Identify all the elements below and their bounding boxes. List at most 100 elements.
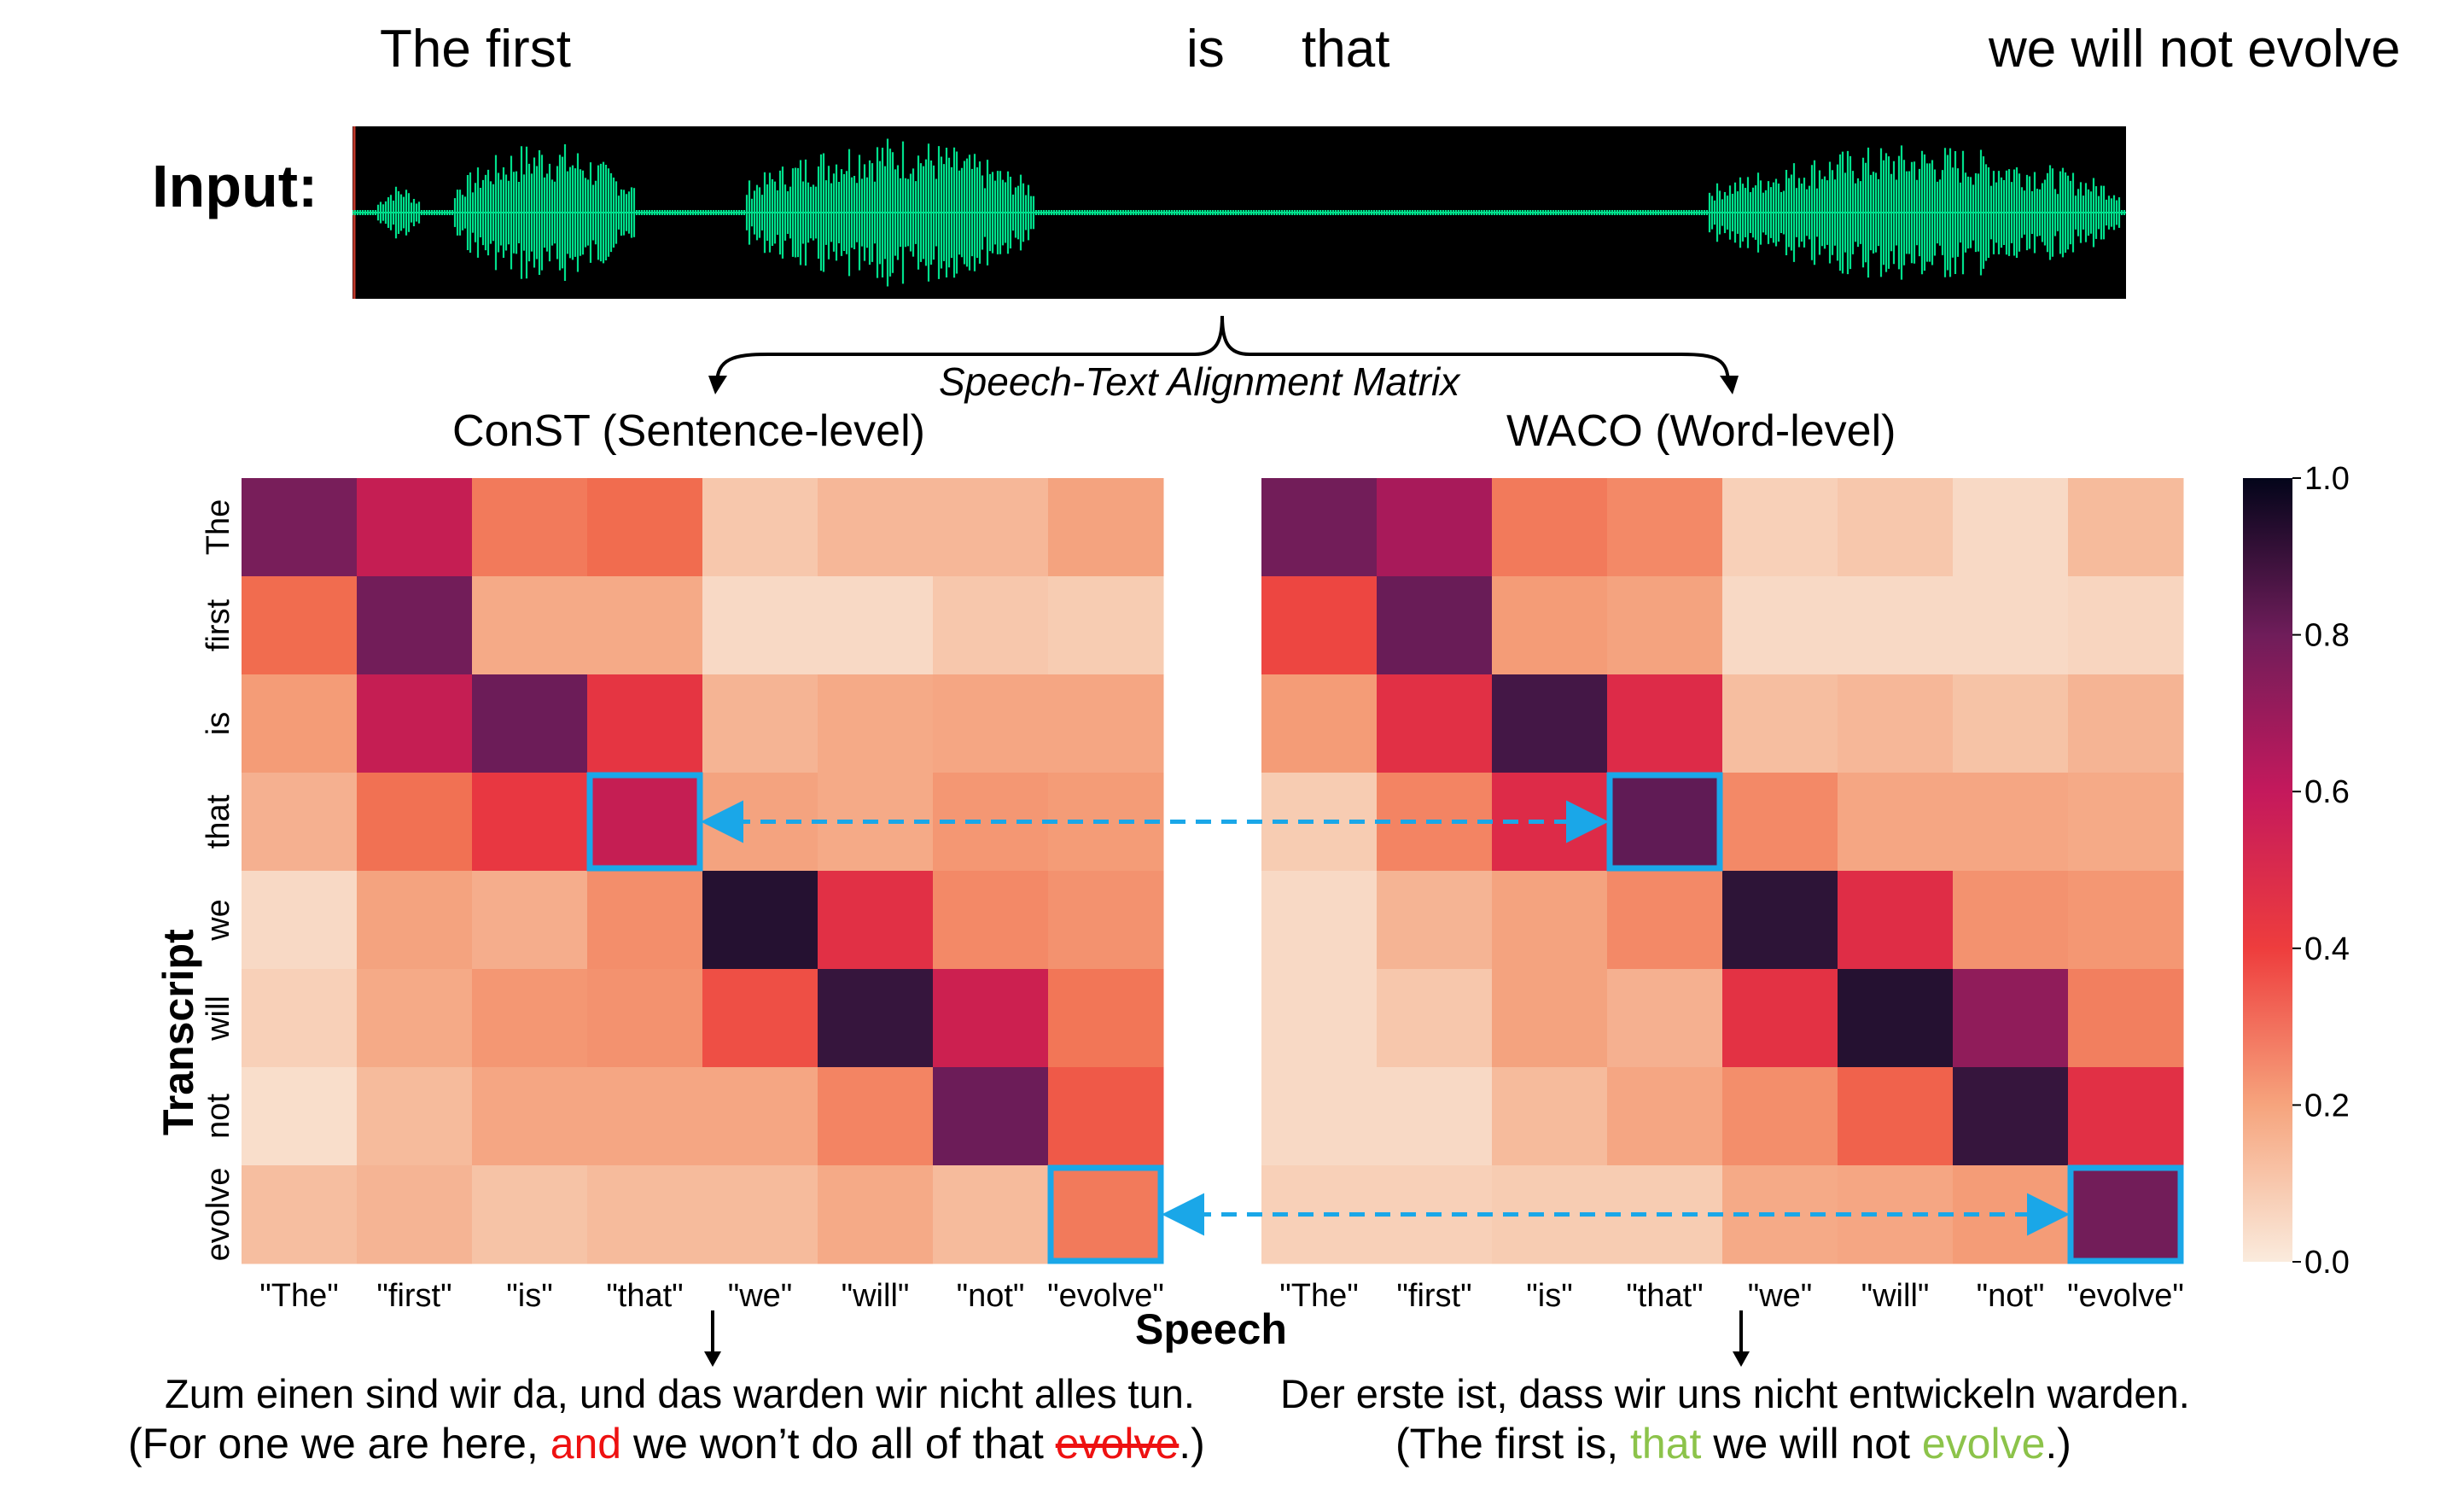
heatmap-cell	[702, 1067, 818, 1166]
heatmap-cell	[818, 478, 934, 577]
heatmap-cell	[472, 773, 588, 872]
const-title: ConST (Sentence-level)	[452, 406, 925, 456]
waco-en-green-that: that	[1630, 1420, 1702, 1468]
heatmap-cell	[1607, 871, 1723, 970]
heatmap-cell	[587, 1165, 703, 1264]
y-tick-label: first	[201, 598, 236, 651]
heatmap-cell	[1607, 674, 1723, 773]
heatmap-cell	[242, 1067, 358, 1166]
heatmap-cell	[242, 871, 358, 970]
heatmap-cell	[1953, 773, 2069, 872]
heatmap-cell	[1607, 969, 1723, 1068]
heatmap-cell	[1048, 674, 1164, 773]
heatmap-cell	[933, 1067, 1049, 1166]
heatmap-cell	[357, 674, 473, 773]
y-tick-label: we	[201, 899, 236, 942]
highlight-box	[1606, 772, 1723, 872]
heatmap-cell	[933, 969, 1049, 1068]
highlight-box	[586, 772, 703, 872]
heatmap-cell	[1048, 871, 1164, 970]
y-tick-label: will	[201, 995, 236, 1042]
heatmap-cell	[1492, 576, 1608, 675]
heatmap-cell	[357, 478, 473, 577]
heatmap-cell	[1607, 773, 1723, 872]
x-tick-label: "not"	[1977, 1278, 2045, 1314]
heatmap-cell	[2068, 773, 2184, 872]
heatmap-cell	[242, 969, 358, 1068]
heatmap-cell	[1838, 576, 1954, 675]
heatmap-cell	[702, 576, 818, 675]
heatmap-cell	[1953, 674, 2069, 773]
heatmap-cell	[587, 1067, 703, 1166]
heatmap-cell	[1722, 478, 1838, 577]
heatmap-cell	[1048, 1165, 1164, 1264]
heatmap-cell	[587, 773, 703, 872]
heatmap-cell	[1838, 773, 1954, 872]
heatmap-cell	[1722, 969, 1838, 1068]
heatmap-cell	[1492, 478, 1608, 577]
heatmap-cell	[1048, 969, 1164, 1068]
x-tick-label: "we"	[728, 1278, 793, 1314]
heatmap-cell	[933, 478, 1049, 577]
heatmap-cell	[1377, 674, 1493, 773]
heatmap-cell	[1377, 1067, 1493, 1166]
heatmap-cell	[357, 1165, 473, 1264]
heatmap-cell	[818, 1067, 934, 1166]
const-heatmap: "The" "first" "is" "that" "we" "will" "not" "ev…	[201, 478, 1164, 1314]
waco-en-post: .)	[2045, 1420, 2071, 1468]
colorbar-tick-label: 0.6	[2304, 774, 2350, 810]
waco-en-green-evolve: evolve	[1921, 1420, 2046, 1468]
heatmap-cell	[1377, 969, 1493, 1068]
heatmap-cell	[242, 576, 358, 675]
heatmap-cell	[1261, 478, 1378, 577]
heatmap-cell	[702, 1165, 818, 1264]
const-en-post: .)	[1179, 1420, 1205, 1468]
heatmap-cell	[702, 478, 818, 577]
x-axis-title: Speech	[1135, 1305, 1287, 1353]
heatmap-cell	[472, 969, 588, 1068]
x-tick-label: "first"	[376, 1278, 451, 1314]
y-tick-label: that	[201, 794, 236, 849]
heatmap-cell	[357, 871, 473, 970]
heatmap-cell	[1261, 576, 1378, 675]
colorbar: 1.0 0.8 0.6 0.4 0.2 0.0	[2243, 461, 2350, 1281]
input-word-that: that	[1302, 20, 1390, 79]
colorbar-gradient	[2243, 478, 2292, 1262]
heatmap-cell	[2068, 1067, 2184, 1166]
heatmap-cell	[702, 969, 818, 1068]
heatmap-cell	[933, 576, 1049, 675]
heatmap-cell	[1722, 674, 1838, 773]
y-tick-label: The	[201, 499, 236, 555]
x-tick-label: "will"	[1861, 1278, 1930, 1314]
heatmap-cell	[472, 871, 588, 970]
heatmap-cell	[933, 1165, 1049, 1264]
const-en-mid: we won’t do all of that	[621, 1420, 1056, 1468]
heatmap-cell	[933, 674, 1049, 773]
heatmap-cell	[1838, 969, 1954, 1068]
heatmap-cell	[357, 773, 473, 872]
heatmap-cell	[242, 478, 358, 577]
heatmap-cell	[1953, 1067, 2069, 1166]
heatmap-cell	[2068, 576, 2184, 675]
colorbar-tick-label: 0.0	[2304, 1245, 2350, 1281]
heatmap-cell	[1607, 576, 1723, 675]
const-en-red-word: and	[550, 1420, 622, 1468]
heatmap-cell	[1377, 478, 1493, 577]
x-tick-label: "will"	[842, 1278, 910, 1314]
heatmap-cell	[2068, 674, 2184, 773]
heatmap-cell	[702, 674, 818, 773]
waco-translation-de: Der erste ist, dass wir uns nicht entwic…	[1280, 1371, 2190, 1416]
heatmap-cell	[357, 1067, 473, 1166]
heatmap-cell	[1492, 871, 1608, 970]
waco-en-pre: (The first is,	[1395, 1420, 1631, 1468]
x-tick-label: "that"	[1626, 1278, 1703, 1314]
alignment-matrix-label: Speech-Text Alignment Matrix	[939, 359, 1460, 404]
heatmap-cell	[242, 674, 358, 773]
heatmap-cell	[472, 1165, 588, 1264]
y-tick-label: not	[201, 1094, 236, 1139]
heatmap-cell	[818, 674, 934, 773]
waveform-signal	[352, 138, 2126, 287]
heatmap-cell	[1607, 478, 1723, 577]
heatmap-cell	[2068, 478, 2184, 577]
heatmap-cell	[1722, 773, 1838, 872]
